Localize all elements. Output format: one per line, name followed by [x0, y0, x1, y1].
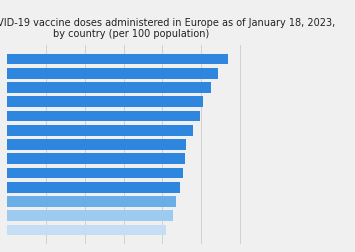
Bar [7, 154, 185, 164]
Bar [7, 69, 218, 79]
Bar [7, 54, 228, 65]
Bar [7, 111, 201, 122]
Bar [7, 168, 184, 179]
Bar [7, 196, 176, 207]
Bar [7, 83, 211, 93]
Bar [7, 225, 166, 235]
Title: Number of COVID-19 vaccine doses administered in Europe as of January 18, 2023,
: Number of COVID-19 vaccine doses adminis… [0, 18, 335, 39]
Bar [7, 125, 193, 136]
Bar [7, 182, 180, 193]
Bar [7, 140, 186, 150]
Bar [7, 211, 173, 221]
Bar [7, 97, 203, 108]
